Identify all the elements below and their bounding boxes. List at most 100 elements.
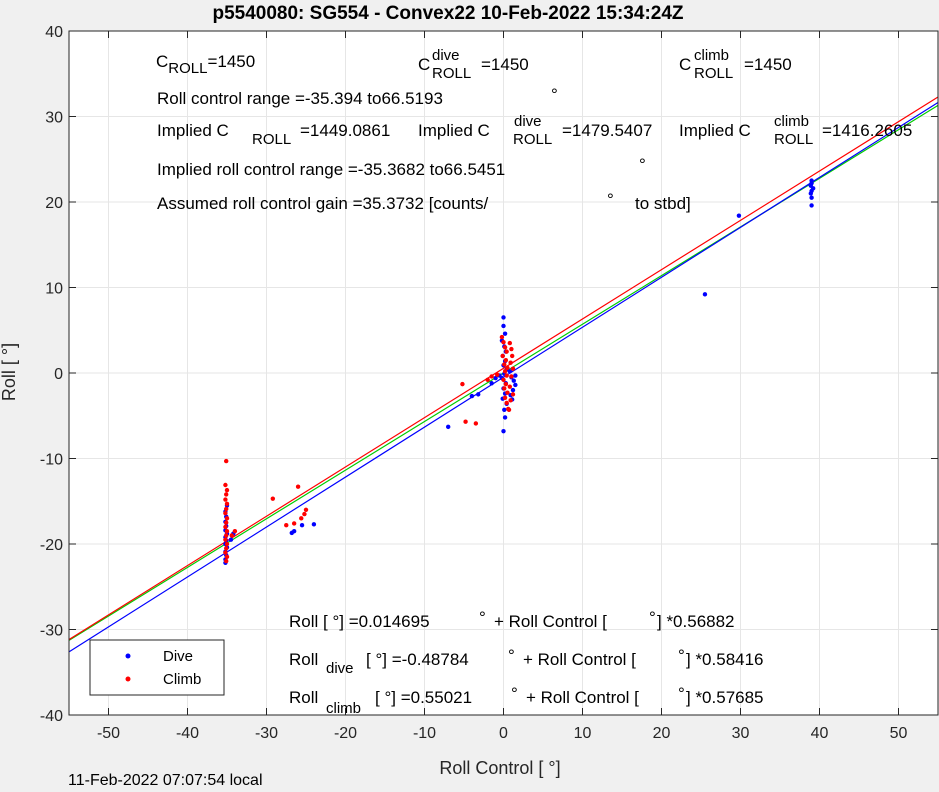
climb-point — [507, 340, 513, 346]
axis-ticks: -50 -40 -30 -20 -10 0 10 20 30 40 50 -40 -30 -20 -10 0 1… — [40, 24, 938, 742]
y-tick-label: 30 — [45, 110, 63, 127]
c-roll-climb-label: C — [679, 55, 691, 74]
climb-point — [504, 400, 509, 406]
climb-point — [508, 360, 513, 365]
climb-point — [508, 398, 513, 403]
implied-c-roll-dive-value: =1479.5407 — [562, 121, 652, 140]
climb-point — [302, 511, 307, 517]
roll-control-range: Roll control range =-35.394 to66.5193 — [157, 89, 443, 108]
implied-c-roll-value: =1449.0861 — [300, 121, 390, 140]
eq-all-c: ] *0.56882 — [657, 612, 735, 631]
implied-c-roll-sub: ROLL — [252, 131, 291, 148]
climb-point — [224, 516, 230, 521]
dive-point — [446, 424, 451, 430]
fit-line-climb — [68, 96, 939, 641]
climb-point — [232, 528, 238, 534]
climb-point — [502, 395, 508, 400]
climb-point — [504, 373, 509, 378]
climb-point — [229, 533, 234, 538]
c-roll-dive-value: =1450 — [481, 55, 529, 74]
dive-point — [469, 393, 475, 399]
x-tick-label: -30 — [255, 725, 278, 742]
dive-point — [501, 428, 506, 434]
climb-point — [224, 541, 230, 547]
data-points — [223, 178, 816, 566]
climb-point — [489, 374, 494, 379]
x-tick-label: 10 — [574, 725, 592, 742]
climb-point — [224, 528, 230, 534]
climb-point — [223, 537, 228, 542]
climb-point — [509, 353, 515, 359]
eq-dive-b: + Roll Control [ — [523, 650, 636, 669]
annotations: CROLL=1450 C dive ROLL =1450 C climb ROL… — [156, 47, 912, 717]
climb-point — [303, 507, 309, 512]
climb-point — [506, 407, 512, 412]
climb-point — [505, 390, 510, 395]
climb-point — [224, 501, 230, 507]
dive-point — [702, 292, 708, 297]
y-tick-label: -20 — [40, 537, 63, 554]
climb-point — [224, 492, 229, 497]
climb-point — [503, 357, 509, 363]
degree-sym-3: ° — [607, 190, 614, 209]
dive-point — [736, 213, 742, 218]
y-tick-label: -30 — [40, 623, 63, 640]
climb-point — [502, 369, 508, 374]
climb-point — [509, 346, 514, 352]
x-axis-label: Roll Control [ °] — [439, 758, 560, 778]
dive-point — [808, 191, 814, 196]
eq-dive-deg: ° — [508, 646, 515, 665]
legend-dive-marker — [125, 653, 131, 659]
implied-c-roll-dive-sup: dive — [514, 113, 542, 130]
c-roll-dive-sup: dive — [432, 47, 460, 64]
eq-all-deg: ° — [479, 608, 486, 627]
eq-climb-c: ] *0.57685 — [686, 688, 764, 707]
climb-point — [473, 421, 479, 426]
footer-timestamp: 11-Feb-2022 07:07:54 local — [68, 772, 263, 789]
climb-point — [224, 558, 229, 564]
y-tick-label: -10 — [40, 452, 63, 469]
c-roll-climb-value: =1450 — [744, 55, 792, 74]
dive-point — [502, 331, 508, 336]
climb-point — [223, 482, 228, 488]
dive-point — [809, 195, 814, 200]
dive-point — [476, 392, 481, 397]
climb-point — [291, 521, 297, 526]
eq-dive-a: [ °] =-0.48784 — [366, 650, 469, 669]
climb-point — [504, 349, 509, 354]
climb-point — [463, 419, 468, 424]
x-tick-label: 20 — [653, 725, 671, 742]
climb-point — [494, 372, 500, 377]
dive-point — [513, 373, 518, 378]
dive-point — [513, 382, 518, 388]
climb-point — [223, 524, 228, 530]
dive-point — [809, 203, 814, 208]
x-tick-label: -10 — [413, 725, 436, 742]
climb-point — [299, 516, 304, 521]
dive-point — [493, 375, 498, 381]
implied-c-roll-dive-label: Implied C — [418, 121, 490, 140]
degree-sym: ° — [551, 85, 558, 104]
implied-c-roll-dive-sub: ROLL — [513, 131, 552, 148]
climb-point — [500, 353, 505, 359]
y-tick-label: -40 — [40, 708, 63, 725]
legend-climb-marker — [125, 676, 131, 682]
implied-c-roll-climb-value: =1416.2605 — [822, 121, 912, 140]
c-roll-label: CROLL=1450 — [156, 52, 255, 77]
climb-point — [284, 522, 289, 528]
climb-point — [224, 533, 229, 538]
climb-point — [510, 392, 516, 397]
eq-climb-deg: ° — [511, 684, 518, 703]
climb-point — [502, 345, 508, 350]
legend-box — [89, 639, 225, 696]
climb-point — [223, 550, 228, 555]
dive-point — [489, 381, 494, 386]
dive-point — [501, 315, 506, 320]
climb-point — [460, 381, 465, 387]
dive-point — [289, 530, 294, 536]
climb-point — [509, 374, 514, 379]
dive-point — [502, 415, 508, 420]
climb-point — [503, 381, 509, 387]
dive-point — [502, 407, 507, 412]
